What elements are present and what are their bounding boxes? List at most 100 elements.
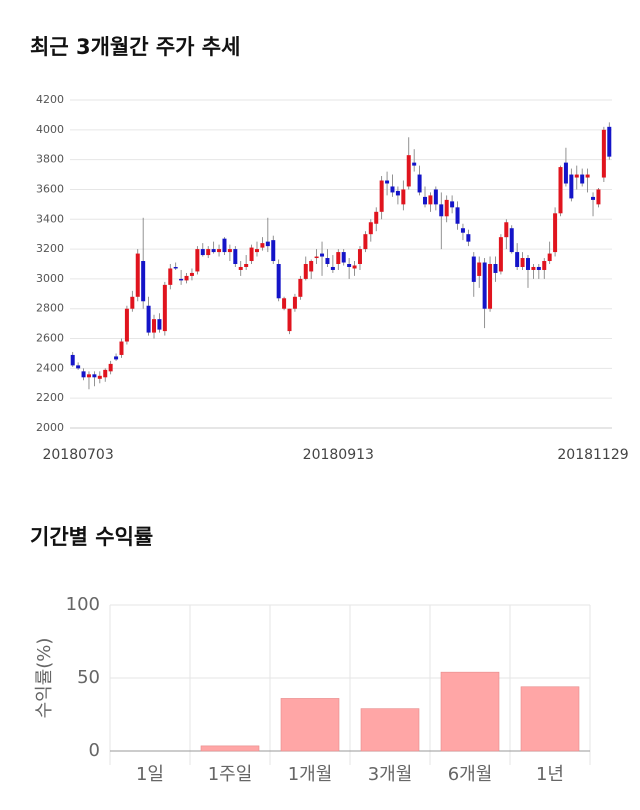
candle-body bbox=[92, 374, 97, 378]
y-axis-label: 수익률(%) bbox=[34, 638, 55, 719]
candle-body bbox=[282, 298, 287, 309]
y-tick-label: 2800 bbox=[36, 302, 64, 315]
candle-body bbox=[423, 196, 428, 205]
candle-body bbox=[347, 264, 352, 267]
candle-body bbox=[536, 266, 541, 270]
y-tick-label: 4000 bbox=[36, 123, 64, 136]
candle-body bbox=[287, 308, 292, 332]
candle-body bbox=[509, 228, 514, 253]
candle-body bbox=[439, 204, 444, 217]
y-tick-label: 3800 bbox=[36, 153, 64, 166]
y-tick-label: 0 bbox=[89, 740, 100, 761]
candle-body bbox=[70, 354, 75, 366]
candle-body bbox=[488, 264, 493, 309]
y-tick-label: 100 bbox=[66, 594, 100, 615]
y-tick-label: 3000 bbox=[36, 272, 64, 285]
candle-body bbox=[574, 174, 579, 178]
candle-body bbox=[265, 241, 270, 247]
candle-body bbox=[119, 341, 124, 355]
candle-body bbox=[81, 371, 86, 378]
candle-body bbox=[309, 261, 314, 272]
candle-body bbox=[206, 249, 211, 256]
candle-body bbox=[298, 278, 303, 297]
bar bbox=[520, 686, 580, 752]
x-tick-label: 6개월 bbox=[448, 764, 493, 785]
candle-body bbox=[515, 252, 520, 267]
candle-body bbox=[547, 253, 552, 262]
candle-body bbox=[249, 247, 254, 262]
candle-body bbox=[591, 196, 596, 200]
candle-body bbox=[114, 356, 119, 360]
candle-body bbox=[433, 189, 438, 205]
bar bbox=[200, 745, 260, 752]
y-tick-label: 3400 bbox=[36, 212, 64, 225]
candle-body bbox=[200, 249, 205, 256]
candle-body bbox=[227, 249, 232, 253]
candle-body bbox=[607, 126, 612, 157]
candle-body bbox=[412, 162, 417, 166]
candle-body bbox=[179, 278, 184, 281]
chart-title: 기간별 수익률 bbox=[30, 525, 153, 549]
candle-body bbox=[141, 261, 146, 302]
candle-body bbox=[157, 319, 162, 330]
candle-body bbox=[406, 155, 411, 187]
candle-body bbox=[542, 261, 547, 270]
candle-body bbox=[244, 264, 249, 267]
candle-body bbox=[162, 284, 167, 332]
candle-body bbox=[460, 228, 465, 233]
candle-body bbox=[130, 296, 135, 309]
y-tick-label: 2200 bbox=[36, 391, 64, 404]
y-tick-label: 3600 bbox=[36, 182, 64, 195]
candle-body bbox=[103, 369, 108, 378]
candle-body bbox=[260, 243, 265, 248]
candle-body bbox=[357, 249, 362, 264]
candle-body bbox=[368, 222, 373, 235]
candle-body bbox=[363, 234, 368, 250]
candle-body bbox=[601, 129, 606, 178]
candle-body bbox=[173, 266, 178, 269]
candle-body bbox=[395, 190, 400, 196]
candle-body bbox=[108, 363, 113, 372]
candle-body bbox=[428, 195, 433, 205]
candle-body bbox=[336, 252, 341, 264]
candle-body bbox=[563, 162, 568, 184]
x-tick-label: 1개월 bbox=[288, 764, 333, 785]
x-tick-label: 20181129 bbox=[557, 447, 628, 463]
candle-body bbox=[86, 374, 91, 378]
x-tick-label: 1일 bbox=[136, 764, 164, 785]
candle-body bbox=[341, 252, 346, 263]
candle-body bbox=[152, 319, 157, 333]
candle-body bbox=[471, 256, 476, 282]
candle-body bbox=[189, 272, 194, 276]
candle-body bbox=[374, 211, 379, 224]
candle-body bbox=[596, 189, 601, 205]
candle-body bbox=[254, 249, 259, 253]
candle-body bbox=[520, 258, 525, 267]
candle-body bbox=[558, 167, 563, 214]
candle-body bbox=[271, 240, 276, 262]
y-tick-label: 4200 bbox=[36, 93, 64, 106]
candle-body bbox=[233, 249, 238, 264]
candle-body bbox=[184, 275, 189, 281]
candle-body bbox=[525, 258, 530, 270]
candle-body bbox=[390, 186, 395, 193]
candle-body bbox=[498, 237, 503, 272]
candle-body bbox=[482, 262, 487, 309]
chart-title: 최근 3개월간 주가 추세 bbox=[30, 35, 240, 59]
candle-body bbox=[379, 180, 384, 212]
candle-body bbox=[569, 174, 574, 199]
x-tick-label: 20180703 bbox=[42, 447, 113, 463]
candle-body bbox=[553, 213, 558, 253]
candle-body bbox=[146, 305, 151, 333]
candle-body bbox=[168, 268, 173, 285]
candle-body bbox=[276, 264, 281, 299]
candle-body bbox=[325, 258, 330, 264]
x-tick-label: 20180913 bbox=[303, 447, 374, 463]
candle-body bbox=[238, 266, 243, 270]
bar bbox=[360, 708, 420, 752]
candle-body bbox=[195, 249, 200, 272]
candle-body bbox=[292, 296, 297, 309]
candle-body bbox=[444, 199, 449, 217]
candle-body bbox=[124, 308, 129, 342]
candle-body bbox=[211, 249, 216, 253]
